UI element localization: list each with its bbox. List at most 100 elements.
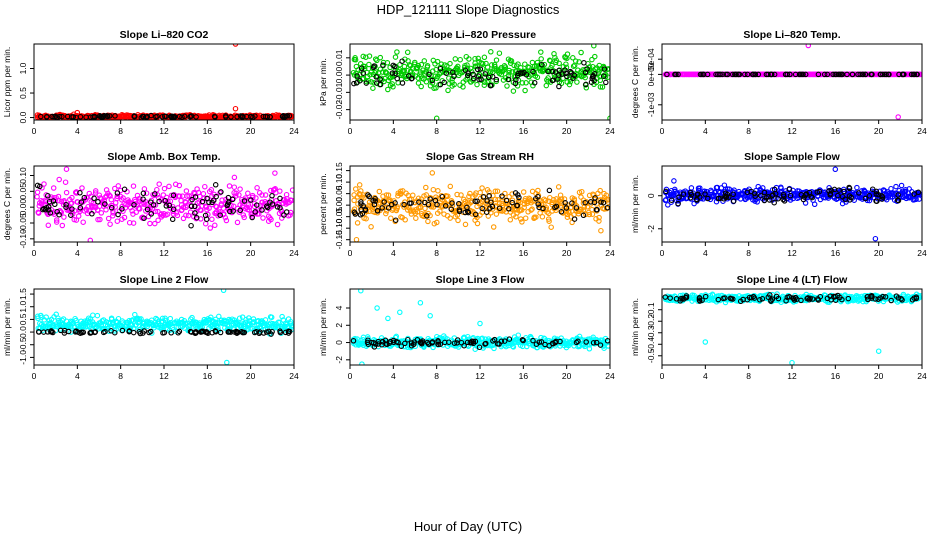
data-point	[480, 60, 486, 67]
x-tick-label: 8	[746, 248, 751, 258]
data-point-dark	[224, 202, 230, 209]
data-point	[528, 207, 534, 213]
data-point	[490, 224, 497, 230]
data-point-dark	[147, 199, 154, 205]
data-point	[447, 60, 453, 67]
data-point-dark	[212, 328, 219, 334]
data-point	[523, 80, 529, 86]
data-point	[597, 77, 604, 84]
data-point	[154, 192, 161, 198]
data-point	[74, 199, 81, 205]
data-point-dark	[77, 205, 84, 211]
data-point	[515, 61, 521, 67]
data-point-dark	[352, 211, 359, 217]
data-point	[492, 188, 499, 195]
data-point-dark	[170, 206, 177, 213]
x-tick-label: 20	[246, 371, 256, 381]
data-point-dark	[115, 211, 121, 218]
data-point-dark	[98, 113, 104, 120]
data-point	[397, 188, 404, 195]
data-point-dark	[237, 207, 243, 214]
x-tick-label: 0	[32, 248, 37, 258]
data-point	[120, 195, 126, 201]
data-point-dark	[435, 341, 442, 347]
y-tick-label: 0.05	[18, 183, 28, 200]
outlier-point	[232, 105, 239, 112]
data-point-dark	[281, 212, 287, 218]
data-point	[424, 64, 431, 70]
data-point-dark	[740, 296, 746, 303]
data-point	[584, 204, 591, 210]
data-point	[533, 214, 539, 220]
data-point-dark	[472, 211, 479, 218]
data-point-dark	[456, 208, 463, 215]
data-point-dark	[594, 206, 600, 213]
data-point	[447, 183, 454, 190]
data-point-dark	[769, 193, 775, 199]
data-point	[522, 61, 528, 67]
y-tick-label: 4	[334, 305, 344, 310]
data-point-dark	[152, 191, 158, 197]
panel-points	[34, 166, 294, 242]
data-point-dark	[797, 71, 804, 78]
data-point	[494, 188, 501, 194]
data-point-dark	[426, 71, 432, 78]
y-tick-label: 0.0	[18, 326, 28, 338]
panel-title: Slope Li–820 Temp.	[743, 29, 840, 41]
y-tick-label: -0.5	[646, 348, 656, 363]
data-point-dark	[824, 71, 831, 78]
panel-3: Slope Li–820 Temp.degrees C per min.0 4 8 1…	[630, 29, 927, 136]
data-point	[236, 315, 243, 321]
data-point-dark	[865, 296, 871, 302]
data-point	[454, 66, 460, 72]
data-point-dark	[601, 66, 608, 72]
data-point	[371, 79, 377, 86]
x-tick-label: 20	[562, 371, 572, 381]
data-point-dark	[873, 188, 880, 195]
data-point	[152, 208, 159, 215]
data-point-dark	[387, 338, 394, 345]
data-point	[507, 217, 514, 223]
data-point-dark	[45, 192, 51, 199]
data-point	[166, 183, 172, 190]
data-point	[601, 206, 608, 212]
data-point	[589, 211, 596, 217]
data-point	[360, 53, 366, 60]
data-point-dark	[494, 341, 501, 347]
data-point	[126, 317, 133, 324]
data-point	[519, 80, 526, 86]
data-point-dark	[159, 114, 166, 120]
data-point	[415, 80, 422, 86]
data-point-dark	[399, 58, 405, 64]
data-point-dark	[512, 190, 519, 196]
data-point-dark	[817, 293, 824, 300]
data-point	[545, 75, 551, 81]
data-point	[383, 210, 389, 217]
data-point	[75, 213, 82, 219]
x-tick-label: 0	[32, 126, 37, 136]
data-point-dark	[687, 195, 694, 201]
data-point-dark	[285, 328, 292, 334]
data-point-dark	[860, 71, 866, 78]
data-point	[202, 183, 208, 190]
data-point-dark	[78, 329, 85, 335]
x-tick-label: 24	[605, 248, 615, 258]
data-point	[415, 195, 422, 202]
data-point-dark	[188, 113, 195, 119]
y-tick-label: -0.10	[18, 229, 28, 249]
data-point-dark	[581, 60, 587, 66]
data-point-dark	[800, 71, 806, 78]
data-point	[260, 215, 266, 221]
data-point	[152, 220, 158, 227]
data-point	[212, 316, 219, 323]
data-point-dark	[844, 71, 850, 78]
outlier-point	[702, 339, 709, 345]
data-point-dark	[162, 197, 168, 204]
data-point-dark	[131, 202, 137, 208]
data-point-dark	[189, 196, 195, 203]
data-point-dark	[538, 61, 545, 68]
data-point	[409, 72, 416, 79]
data-point-dark	[583, 81, 589, 88]
